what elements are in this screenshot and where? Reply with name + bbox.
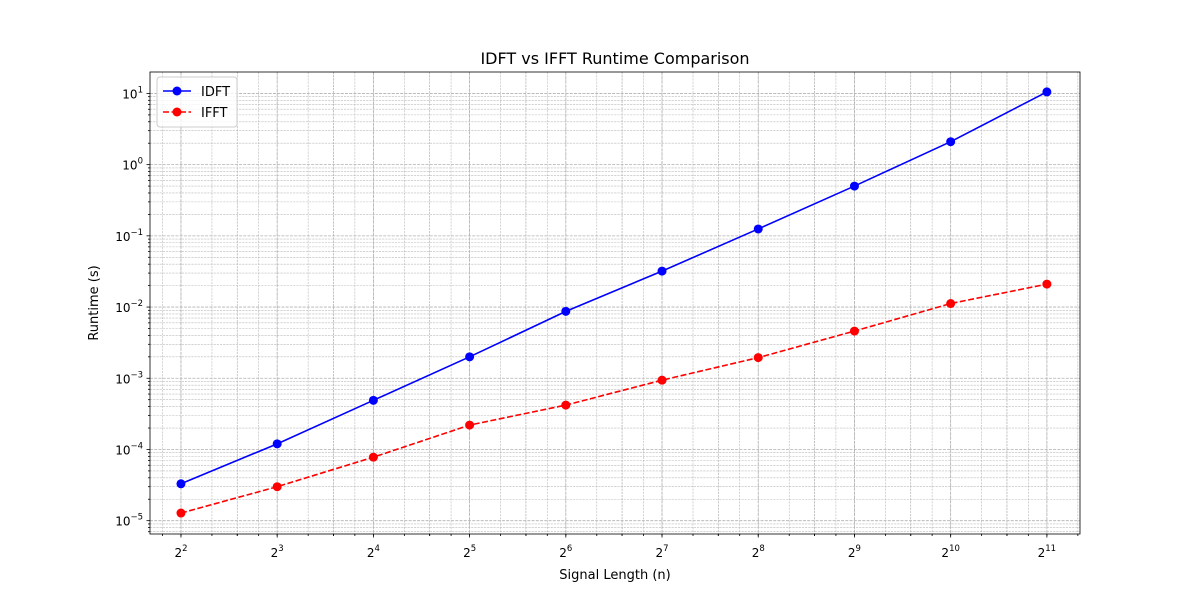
data-point-ifft [561, 400, 571, 410]
legend-marker [172, 86, 182, 96]
data-point-idft [368, 395, 378, 405]
legend-label: IDFT [201, 85, 230, 100]
y-tick-label: 101 [122, 85, 143, 101]
grid [150, 72, 1080, 534]
x-axis-ticks: 22 23 24 25 26 27 28 29 210 211 [162, 534, 1079, 560]
legend-label: IFFT [201, 106, 228, 121]
legend-marker [172, 107, 182, 117]
y-axis-ticks: 10−5 10−4 10−3 10−2 10−1 100 101 [115, 85, 150, 533]
data-point-idft [561, 306, 571, 316]
data-point-idft [176, 479, 186, 489]
series-idft [176, 87, 1052, 489]
data-point-ifft [272, 482, 282, 492]
plot-frame [149, 71, 1081, 535]
x-tick-label: 29 [848, 544, 861, 560]
y-tick-label: 100 [122, 157, 143, 173]
data-point-ifft [849, 326, 859, 336]
data-point-idft [1042, 87, 1052, 97]
y-tick-label: 10−4 [115, 441, 143, 457]
data-point-idft [849, 181, 859, 191]
data-point-ifft [753, 353, 763, 363]
data-point-ifft [946, 299, 956, 309]
x-tick-label: 28 [752, 544, 765, 560]
y-tick-label: 10−3 [115, 370, 143, 386]
legend-item-idft: IDFT [163, 85, 230, 100]
series-layer [176, 87, 1052, 518]
y-axis-label: Runtime (s) [87, 265, 102, 340]
data-point-idft [946, 137, 956, 147]
data-point-ifft [1042, 279, 1052, 289]
x-tick-label: 211 [1038, 544, 1056, 560]
data-point-ifft [465, 420, 475, 430]
series-ifft [176, 279, 1052, 518]
x-tick-label: 23 [271, 544, 284, 560]
series-line-ifft [180, 283, 1048, 514]
data-point-idft [272, 439, 282, 449]
x-axis-label: Signal Length (n) [559, 568, 670, 583]
data-point-idft [753, 224, 763, 234]
x-tick-label: 22 [174, 544, 187, 560]
data-point-idft [657, 266, 667, 276]
y-tick-label: 10−1 [115, 228, 143, 244]
series-line-idft [180, 91, 1048, 485]
x-tick-label: 26 [559, 544, 572, 560]
x-tick-label: 25 [463, 544, 476, 560]
legend: IDFT IFFT [156, 76, 238, 128]
x-tick-label: 210 [941, 544, 959, 560]
data-point-idft [465, 352, 475, 362]
data-point-ifft [176, 508, 186, 518]
y-tick-label: 10−2 [115, 299, 143, 315]
chart-title: IDFT vs IFFT Runtime Comparison [480, 49, 749, 68]
data-point-ifft [657, 375, 667, 385]
y-tick-label: 10−5 [115, 513, 143, 529]
data-point-ifft [368, 452, 378, 462]
x-tick-label: 24 [367, 544, 380, 560]
legend-item-ifft: IFFT [163, 106, 228, 121]
x-tick-label: 27 [655, 544, 668, 560]
